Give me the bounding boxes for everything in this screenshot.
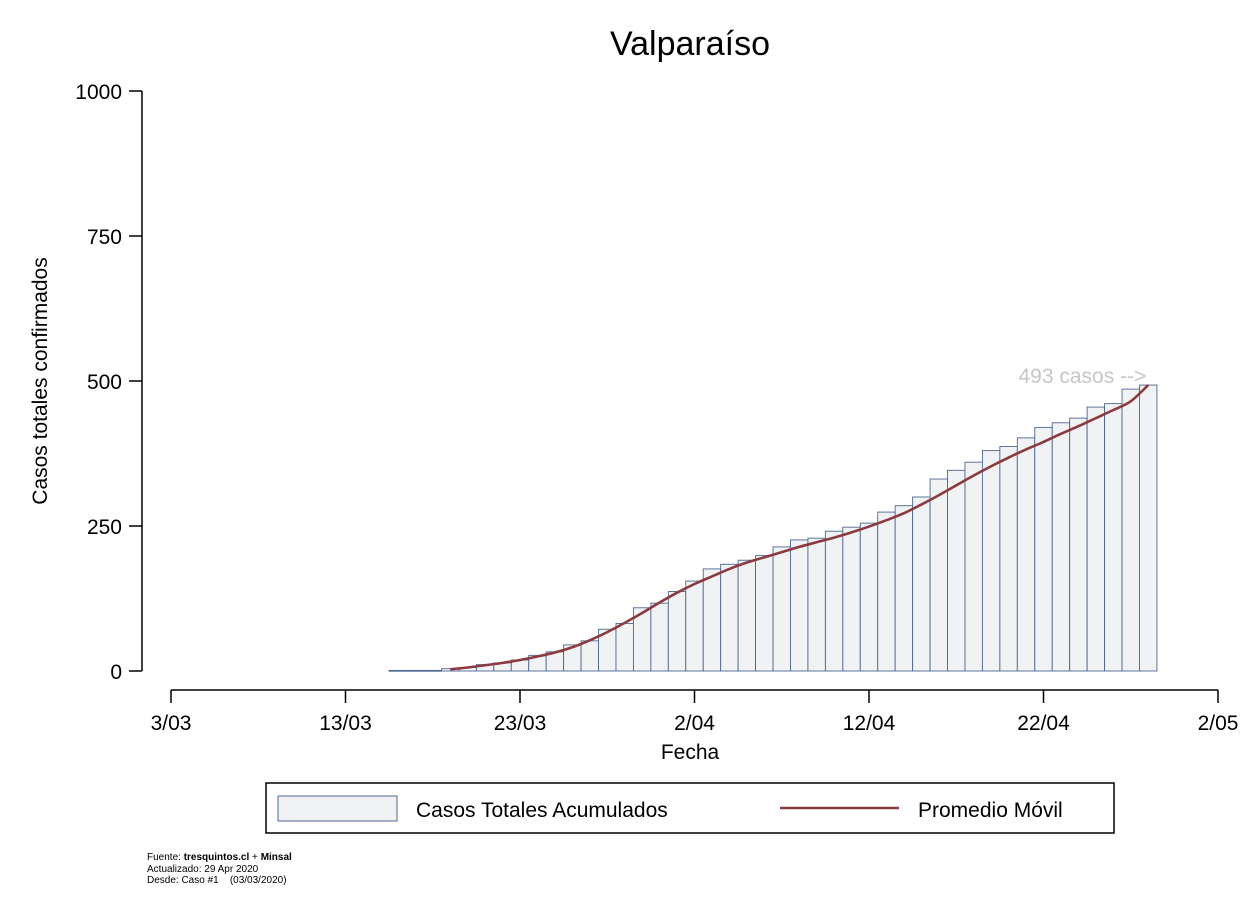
- bar: [929, 478, 948, 672]
- bar: [650, 602, 669, 672]
- bar: [894, 505, 914, 672]
- legend-box: [265, 782, 1115, 834]
- annotations: 493 casos -->: [1018, 365, 1146, 388]
- x-tick-label: 23/03: [494, 712, 547, 735]
- bar: [1139, 384, 1158, 672]
- bar: [877, 511, 896, 672]
- y-tick-label: 250: [87, 516, 122, 539]
- bar: [912, 496, 931, 672]
- bar-series: [388, 384, 1158, 672]
- bar: [772, 546, 791, 672]
- bar: [388, 669, 408, 672]
- legend: Casos Totales Acumulados Promedio Móvil: [265, 782, 1115, 834]
- moving-average-line: [450, 384, 1150, 671]
- bar: [580, 640, 599, 672]
- bar: [999, 446, 1018, 672]
- source-footnote: Fuente: tresquintos.cl + Minsal Actualiz…: [147, 852, 292, 887]
- x-tick-label: 22/04: [1017, 712, 1070, 735]
- bar: [720, 563, 739, 672]
- y-tick-label: 1000: [75, 81, 122, 104]
- legend-line-label: Promedio Móvil: [918, 799, 1063, 822]
- line-series: [450, 384, 1150, 671]
- chart-title: Valparaíso: [610, 25, 770, 63]
- bar: [423, 669, 442, 672]
- bar: [964, 461, 983, 672]
- legend-bar-label: Casos Totales Acumulados: [416, 799, 668, 822]
- bar: [1086, 406, 1106, 672]
- bar: [859, 522, 879, 672]
- y-axis-label: Casos totales confirmados: [29, 257, 52, 504]
- bar: [1051, 422, 1071, 672]
- x-tick-label: 3/03: [151, 712, 192, 735]
- bar: [842, 526, 861, 672]
- bar: [702, 568, 722, 672]
- footnote-updated: Actualizado: 29 Apr 2020: [147, 863, 259, 875]
- x-tick-label: 12/04: [843, 712, 896, 735]
- bar: [1121, 388, 1140, 672]
- bar: [1104, 403, 1123, 672]
- bar: [790, 539, 809, 672]
- bar: [685, 580, 704, 672]
- bar: [981, 450, 1001, 672]
- bar: [667, 591, 687, 672]
- bar: [737, 559, 757, 672]
- x-axis: 3/03 13/03 23/03 2/04 12/04 22/04 2/05: [151, 689, 1239, 735]
- bar: [947, 469, 966, 672]
- bar: [755, 555, 774, 672]
- bar: [1034, 426, 1053, 672]
- y-tick-label: 500: [87, 371, 122, 394]
- bar: [406, 669, 425, 672]
- x-axis-label: Fecha: [661, 741, 720, 764]
- bar: [807, 537, 826, 672]
- footnote-source: Fuente: tresquintos.cl + Minsal: [147, 852, 292, 863]
- y-tick-label: 750: [87, 226, 122, 249]
- footnote-since: Desde: Caso #1 (03/03/2020): [147, 875, 287, 886]
- x-tick-label: 13/03: [319, 712, 372, 735]
- x-tick-label: 2/04: [674, 712, 715, 735]
- bar: [1069, 417, 1088, 672]
- y-axis: 0 250 500 750 1000: [75, 81, 143, 684]
- x-tick-label: 2/05: [1198, 712, 1239, 735]
- y-tick-label: 0: [110, 661, 122, 684]
- bar: [1016, 437, 1036, 672]
- legend-bar-swatch: [277, 795, 398, 822]
- bar: [824, 530, 844, 672]
- annotation-label: 493 casos -->: [1018, 365, 1146, 388]
- bar: [615, 622, 634, 672]
